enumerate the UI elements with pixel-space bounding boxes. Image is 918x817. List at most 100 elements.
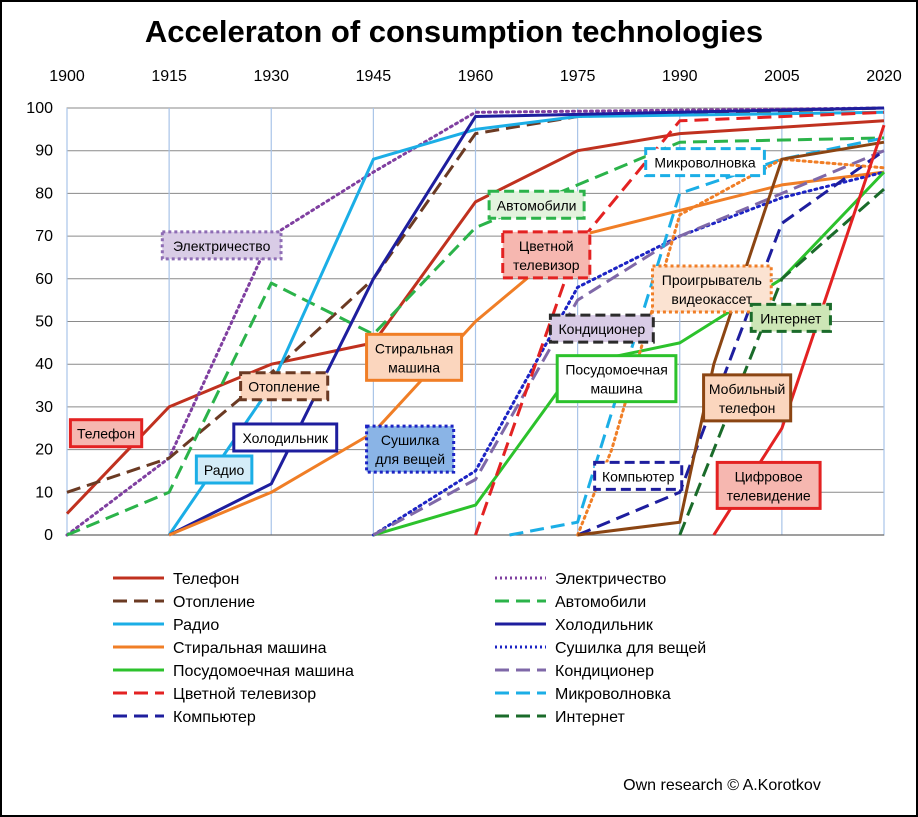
x-tick-label: 1960 [458,68,494,85]
series-line [167,110,885,536]
annotation-box: Цветной телевизор [501,230,592,280]
annotation-text: машина [591,381,643,397]
y-tick-label: 30 [35,399,53,416]
annotation-text: Мобильный [709,381,786,397]
y-tick-label: 100 [26,100,53,117]
annotation-text: Кондиционер [559,321,646,337]
legend-label: Сушилка для вещей [555,640,706,657]
legend-item: Радио [113,617,219,634]
x-tick-label: 1930 [253,68,289,85]
annotation-text: Интернет [760,310,822,326]
legend-item: Автомобили [495,594,646,611]
annotation-text: телевидение [727,487,811,503]
x-tick-label: 1900 [49,68,85,85]
annotation-text: Холодильник [242,430,328,446]
annotation-box: Цифровое телевидение [715,460,822,510]
annotation-box: Стиральная машина [365,332,464,382]
legend-item: Микроволновка [495,686,671,703]
legend-item: Отопление [113,594,255,611]
annotation-text: Сушилка [381,432,440,448]
annotation-box: Проигрыватель видеокассет [651,264,773,314]
x-tick-label: 2005 [764,68,800,85]
annotation-box: Телефон [68,418,144,449]
y-tick-label: 0 [44,527,53,544]
annotation-text: Посудомоечная [565,362,667,378]
legend-item: Кондиционер [495,663,654,680]
annotation-text: Телефон [77,426,135,442]
annotation-text: машина [388,359,440,375]
annotation-text: телефон [719,400,776,416]
y-tick-label: 60 [35,271,53,288]
chart-title: Acceleraton of consumption technologies [145,14,763,49]
legend-label: Компьютер [173,709,256,726]
annotation-text: Автомобили [497,197,577,213]
annotation-box: Кондиционер [548,313,655,344]
legend-label: Радио [173,617,219,634]
legend-label: Стиральная машина [173,640,327,657]
legend-item: Цветной телевизор [113,686,316,703]
legend-label: Электричество [555,571,666,588]
annotation-text: Электричество [173,238,271,254]
series-line [577,140,885,537]
legend-item: Компьютер [113,709,256,726]
annotation-text: видеокассет [671,291,753,307]
legend-label: Интернет [555,709,625,726]
series-line [65,119,885,515]
y-tick-label: 50 [35,314,53,331]
series-line [65,106,886,537]
annotation-box: Радио [194,454,254,485]
series-line [371,170,886,537]
annotation-text: для вещей [375,451,445,467]
series-line [678,187,885,536]
credit-text: Own research © A.Korotkov [623,777,821,794]
annotation-text: Проигрыватель [662,272,762,288]
y-tick-label: 20 [35,442,53,459]
annotation-box: Сушилка для вещей [365,424,456,474]
y-tick-label: 10 [35,484,53,501]
annotation-text: Компьютер [602,468,675,484]
legend-label: Телефон [173,571,239,588]
x-tick-label: 1975 [560,68,596,85]
annotation-box: Компьютер [593,460,684,491]
annotation-text: Отопление [248,379,320,395]
series-line [577,149,885,537]
y-tick-label: 80 [35,185,53,202]
annotation-box: Холодильник [232,422,339,453]
legend-label: Холодильник [555,617,654,634]
plot-area: 0 10 20 30 40 50 60 70 80 90 100 1900 1915 1930 1945 19… [26,68,902,544]
legend: Телефон Электричество Отопление Автомобили Р… [113,571,706,726]
series-line [372,149,885,537]
x-tick-label: 1915 [151,68,187,85]
annotation-text: Микроволновка [654,155,755,171]
annotation-box: Микроволновка [644,147,766,178]
annotation-text: Цифровое [735,468,803,484]
y-tick-label: 40 [35,356,53,373]
series-line [168,170,885,537]
annotation-box: Отопление [239,371,330,402]
y-tick-label: 70 [35,228,53,245]
annotation-text: Радио [204,462,245,478]
legend-label: Цветной телевизор [173,686,316,703]
legend-label: Автомобили [555,594,646,611]
series-line [474,110,885,536]
annotation-box: Мобильный телефон [702,373,793,423]
annotation-text: Цветной [519,238,574,254]
annotation-box: Автомобили [487,189,586,220]
x-tick-label: 1945 [356,68,392,85]
x-tick-label: 2020 [866,68,902,85]
legend-label: Посудомоечная машина [173,663,354,680]
annotation-box: Посудомоечная машина [555,354,678,404]
x-tick-label: 1990 [662,68,698,85]
series-line [168,106,885,537]
series-line [372,171,886,537]
legend-label: Кондиционер [555,663,654,680]
legend-item: Телефон [113,571,239,588]
legend-item: Посудомоечная машина [113,663,354,680]
annotation-box: Электричество [160,230,283,261]
legend-item: Интернет [495,709,625,726]
legend-item: Электричество [495,571,666,588]
annotation-text: Стиральная [375,340,453,356]
legend-label: Микроволновка [555,686,671,703]
